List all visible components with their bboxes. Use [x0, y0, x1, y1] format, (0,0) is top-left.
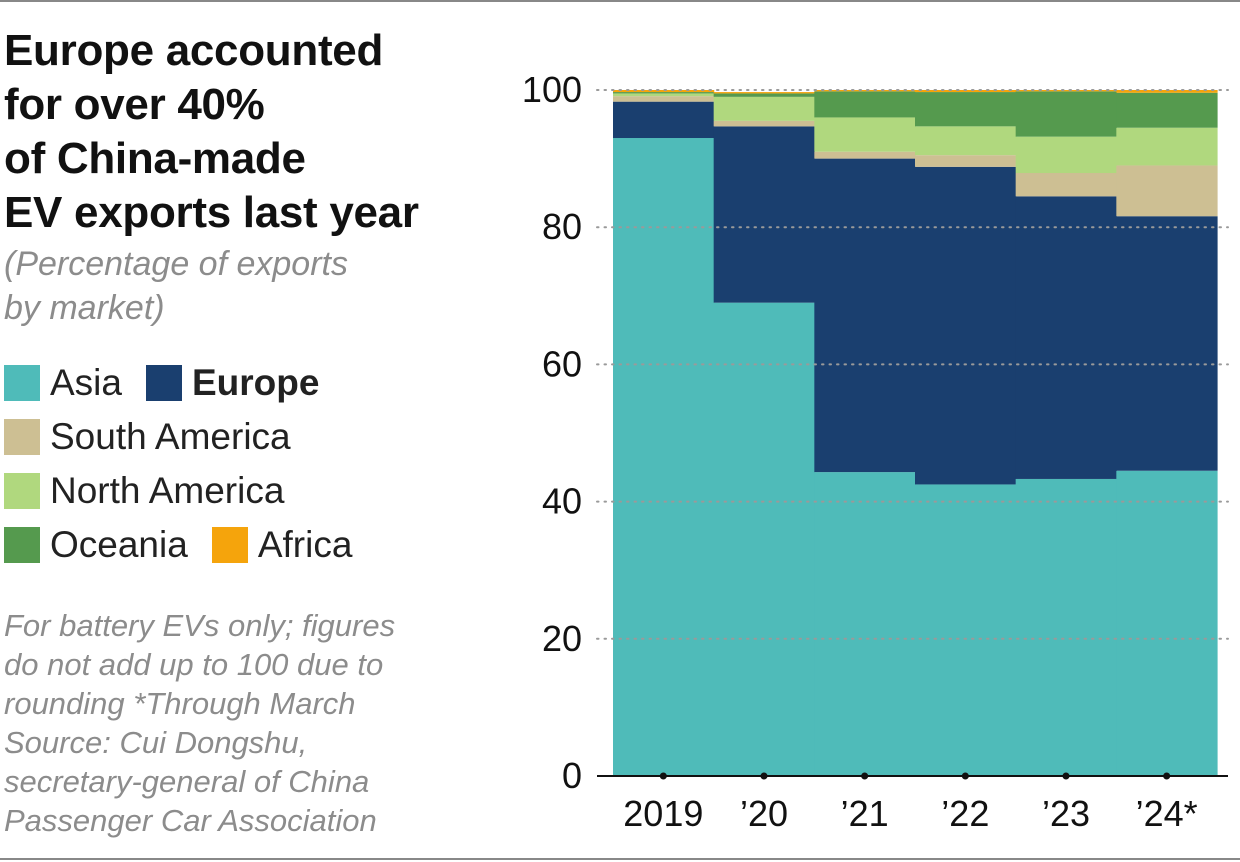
legend-swatch-north-america: [4, 473, 40, 509]
x-tick-mark: [760, 772, 768, 780]
legend-item-oceania: Oceania: [4, 524, 188, 566]
legend-row: South America: [4, 410, 490, 464]
y-tick-label: 80: [542, 206, 582, 247]
legend-row: North America: [4, 464, 490, 518]
legend-label: Europe: [191, 362, 320, 403]
bar-segment: [1015, 173, 1117, 197]
bar-segment: [713, 93, 815, 97]
bar-segment: [1015, 478, 1117, 776]
bar-segment: [915, 166, 1017, 485]
x-tick-mark: [961, 772, 969, 780]
source-note: For battery EVs only; figures do not add…: [4, 606, 490, 840]
x-tick-mark: [861, 772, 869, 780]
legend-item-south-america: South America: [4, 416, 291, 458]
bar-segment: [713, 96, 815, 121]
x-tick-mark: [659, 772, 667, 780]
legend-swatch-oceania: [4, 527, 40, 563]
legend-item-africa: Africa: [211, 524, 353, 566]
bar-segment: [1116, 470, 1218, 776]
bar-segment: [915, 484, 1017, 776]
chart-title: Europe accounted for over 40% of China-m…: [4, 24, 490, 240]
chart-subtitle: (Percentage of exports by market): [4, 242, 490, 330]
legend-item-asia: Asia: [4, 362, 122, 404]
bar-segment: [814, 472, 916, 776]
x-tick-label: ’22: [941, 793, 989, 834]
y-tick-label: 60: [542, 343, 582, 384]
bar-segment: [713, 302, 815, 776]
legend-label: Africa: [257, 524, 353, 565]
bar-segment: [1015, 91, 1117, 137]
note-line: Source: Cui Dongshu,: [4, 725, 308, 760]
x-tick-mark: [1062, 772, 1070, 780]
legend-label: Asia: [50, 362, 122, 403]
y-tick-label: 0: [562, 755, 582, 796]
legend-row: Asia Europe: [4, 356, 490, 410]
bar-segment: [1116, 92, 1218, 128]
x-tick-mark: [1163, 772, 1171, 780]
bar-segment: [713, 120, 815, 127]
legend-item-europe: Europe: [145, 362, 320, 404]
note-line: do not add up to 100 due to: [4, 647, 384, 682]
bar-segment: [1116, 90, 1218, 93]
bar-segment: [1116, 165, 1218, 217]
bar-segment: [814, 90, 916, 92]
top-rule: [0, 0, 1240, 2]
legend-swatch-south-america: [4, 419, 40, 455]
bar-segment: [713, 92, 815, 94]
bar-segment: [1116, 127, 1218, 166]
legend-swatch-europe: [145, 365, 182, 401]
note-line: For battery EVs only; figures: [4, 608, 396, 643]
bar-segment: [1015, 136, 1117, 174]
bar-segment: [915, 92, 1017, 127]
bar-segment: [1116, 216, 1218, 471]
bar-segment: [814, 158, 916, 473]
x-tick-label: ’23: [1042, 793, 1090, 834]
bar-segment: [613, 92, 715, 94]
bar-segment: [613, 101, 715, 139]
bar-segment: [1015, 90, 1117, 92]
legend-swatch-asia: [4, 365, 40, 401]
x-tick-label: ’21: [841, 793, 889, 834]
y-tick-label: 100: [522, 69, 582, 110]
y-tick-label: 20: [542, 618, 582, 659]
title-line: Europe accounted: [4, 26, 384, 75]
x-tick-label: ’24*: [1136, 793, 1198, 834]
bar-segment: [814, 151, 916, 159]
stacked-bar-chart: 0 20 40 60 80 100 2019 ’20 ’21 ’22 ’23 ’24*: [522, 69, 1229, 834]
bar-segment: [814, 117, 916, 152]
subtitle-line: by market): [4, 289, 165, 327]
x-tick-label: ’20: [740, 793, 788, 834]
x-tick-label: 2019: [623, 793, 703, 834]
y-tick-label: 40: [542, 481, 582, 522]
bar-segment: [1015, 196, 1117, 479]
bar-segment: [814, 91, 916, 118]
text-panel: Europe accounted for over 40% of China-m…: [4, 24, 490, 840]
bar-segment: [613, 90, 715, 93]
legend-label: North America: [50, 470, 285, 511]
bar-segment: [915, 155, 1017, 167]
note-line: Passenger Car Association: [4, 803, 377, 838]
bar-segment: [613, 138, 715, 776]
note-line: rounding *Through March: [4, 686, 356, 721]
legend-swatch-africa: [211, 527, 248, 563]
bar-segment: [613, 93, 715, 97]
legend: Asia Europe South America North America …: [4, 356, 490, 572]
legend-label: Oceania: [50, 524, 188, 565]
legend-row: Oceania Africa: [4, 518, 490, 572]
subtitle-line: (Percentage of exports: [4, 245, 348, 283]
title-line: EV exports last year: [4, 188, 419, 237]
title-line: for over 40%: [4, 80, 265, 129]
bottom-rule: [0, 858, 1240, 860]
bar-segment: [915, 90, 1017, 93]
legend-item-north-america: North America: [4, 470, 284, 512]
bar-segment: [613, 96, 715, 102]
bar-segment: [713, 126, 815, 303]
title-line: of China-made: [4, 134, 306, 183]
note-line: secretary-general of China: [4, 764, 370, 799]
bar-segment: [915, 126, 1017, 156]
legend-label: South America: [50, 416, 291, 457]
